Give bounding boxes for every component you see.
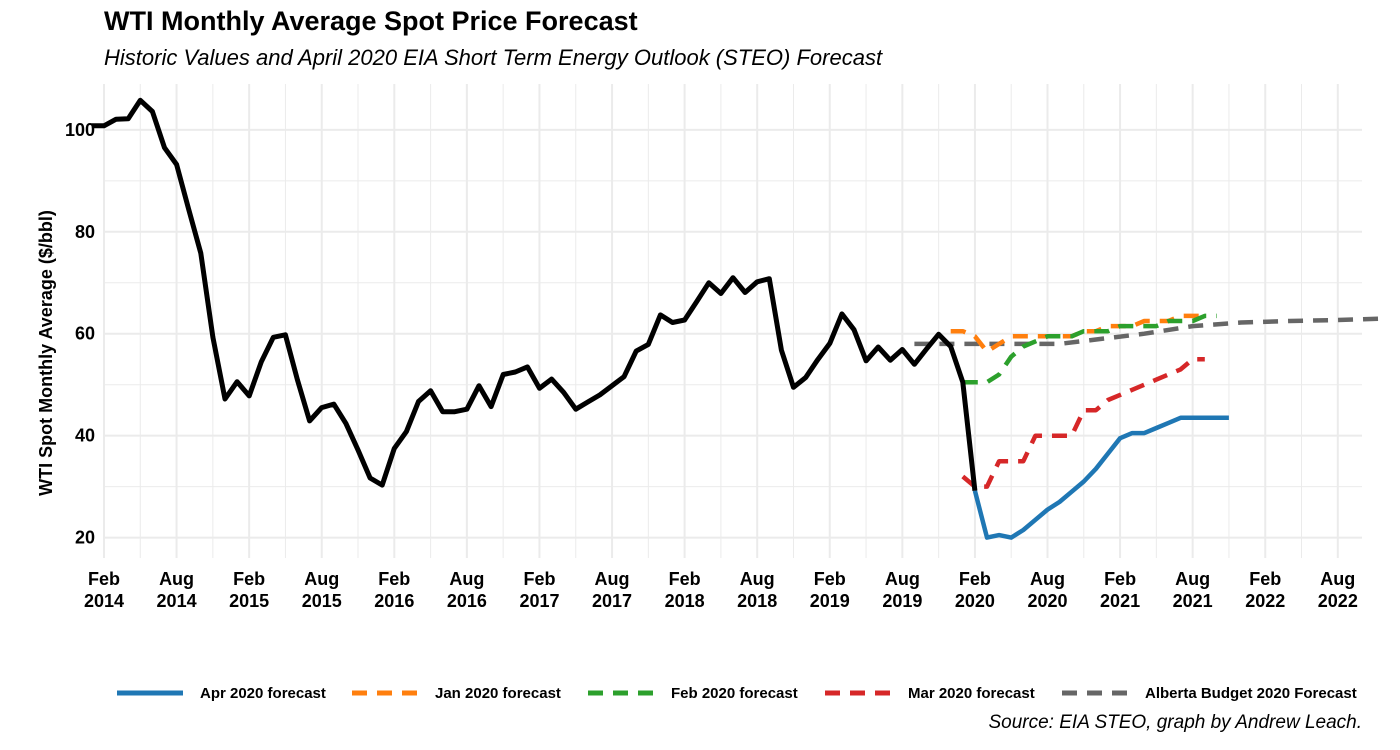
x-tick-label-year: 2022 (1245, 591, 1285, 611)
x-tick-label-month: Feb (523, 569, 555, 589)
legend-label-mar-2020-forecast: Mar 2020 forecast (908, 685, 1035, 702)
x-tick-label-month: Aug (1030, 569, 1065, 589)
x-tick-label-month: Aug (304, 569, 339, 589)
gridlines (103, 84, 1362, 558)
x-tick-label-year: 2020 (1027, 591, 1067, 611)
x-axis-ticks: Feb2014Aug2014Feb2015Aug2015Feb2016Aug20… (84, 569, 1358, 611)
x-tick-label-month: Feb (1104, 569, 1136, 589)
x-tick-label-year: 2014 (84, 591, 124, 611)
chart-caption: Source: EIA STEO, graph by Andrew Leach. (988, 712, 1362, 733)
series-line-feb-2020-forecast (962, 313, 1217, 385)
x-tick-label-month: Aug (740, 569, 775, 589)
x-tick-label-month: Feb (669, 569, 701, 589)
x-tick-label-year: 2017 (592, 591, 632, 611)
legend-label-alberta-budget-2020-forecast: Alberta Budget 2020 Forecast (1145, 685, 1357, 702)
y-tick-label: 40 (75, 426, 95, 446)
x-tick-label-year: 2021 (1173, 591, 1213, 611)
series-line-mar-2020-forecast (961, 356, 1205, 489)
x-tick-label-year: 2014 (157, 591, 197, 611)
chart-title: WTI Monthly Average Spot Price Forecast (104, 6, 638, 36)
x-tick-label-year: 2022 (1318, 591, 1358, 611)
x-tick-label-month: Aug (885, 569, 920, 589)
x-tick-label-month: Feb (378, 569, 410, 589)
x-tick-label-year: 2016 (447, 591, 487, 611)
x-tick-label-month: Feb (814, 569, 846, 589)
y-axis-ticks: 20 40 60 80 100 (65, 120, 95, 548)
series-lines (91, 97, 1387, 540)
x-tick-label-year: 2016 (374, 591, 414, 611)
x-tick-label-month: Aug (449, 569, 484, 589)
x-tick-label-month: Aug (1175, 569, 1210, 589)
x-tick-label-year: 2015 (229, 591, 269, 611)
x-tick-label-month: Aug (1320, 569, 1355, 589)
x-tick-label-month: Feb (233, 569, 265, 589)
legend-label-feb-2020-forecast: Feb 2020 forecast (671, 685, 798, 702)
series-line-apr-2020-forecast (972, 415, 1229, 540)
x-tick-label-month: Feb (88, 569, 120, 589)
chart-subtitle: Historic Values and April 2020 EIA Short… (104, 45, 883, 70)
x-tick-label-year: 2020 (955, 591, 995, 611)
series-line-alberta-budget-2020-forecast (914, 316, 1387, 347)
y-tick-label: 100 (65, 120, 95, 140)
legend-label-apr-2020-forecast: Apr 2020 forecast (200, 685, 326, 702)
legend: Apr 2020 forecast Jan 2020 forecast Feb 20… (117, 685, 1357, 702)
x-tick-label-year: 2018 (665, 591, 705, 611)
x-tick-label-month: Aug (159, 569, 194, 589)
x-tick-label-year: 2021 (1100, 591, 1140, 611)
x-tick-label-month: Feb (959, 569, 991, 589)
x-tick-label-year: 2017 (519, 591, 559, 611)
y-tick-label: 20 (75, 528, 95, 548)
series-line-jan-2020-forecast (950, 313, 1205, 354)
x-tick-label-year: 2019 (882, 591, 922, 611)
x-tick-label-year: 2018 (737, 591, 777, 611)
y-tick-label: 60 (75, 324, 95, 344)
x-tick-label-month: Aug (595, 569, 630, 589)
x-tick-label-month: Feb (1249, 569, 1281, 589)
series-line-historic (91, 97, 978, 491)
y-axis-label: WTI Spot Monthly Average ($/bbl) (36, 210, 56, 496)
x-tick-label-year: 2015 (302, 591, 342, 611)
x-tick-label-year: 2019 (810, 591, 850, 611)
legend-label-jan-2020-forecast: Jan 2020 forecast (435, 685, 561, 702)
y-tick-label: 80 (75, 222, 95, 242)
